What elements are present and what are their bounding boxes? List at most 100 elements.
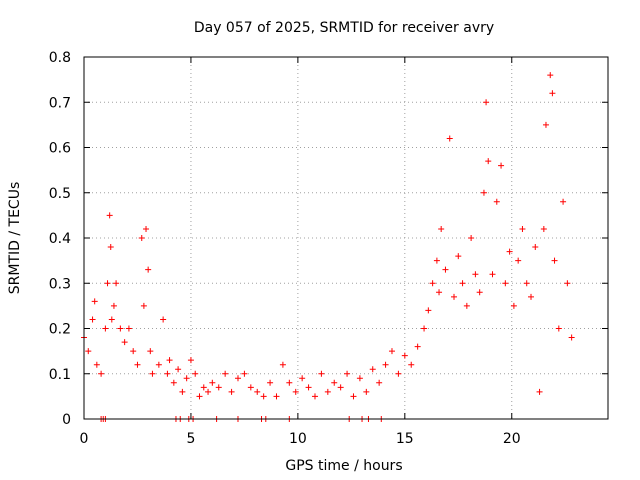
data-point bbox=[324, 388, 331, 395]
data-point bbox=[395, 370, 402, 377]
data-point bbox=[104, 280, 111, 287]
x-tick-label: 5 bbox=[186, 431, 195, 447]
data-point bbox=[442, 266, 449, 273]
data-point bbox=[483, 99, 490, 106]
data-point bbox=[183, 375, 190, 382]
data-point bbox=[299, 375, 306, 382]
data-point bbox=[429, 280, 436, 287]
data-point bbox=[388, 348, 395, 355]
data-point bbox=[286, 379, 293, 386]
data-point bbox=[166, 357, 173, 364]
data-point bbox=[414, 343, 421, 350]
data-point bbox=[138, 235, 145, 241]
data-point bbox=[155, 361, 162, 368]
y-tick-label: 0.7 bbox=[49, 95, 71, 111]
data-point bbox=[560, 198, 567, 205]
data-point bbox=[519, 225, 526, 232]
data-point bbox=[209, 379, 216, 386]
x-axis-label: GPS time / hours bbox=[285, 458, 402, 474]
x-tick-label: 15 bbox=[396, 431, 414, 447]
data-point bbox=[547, 72, 554, 79]
data-point bbox=[192, 370, 199, 377]
data-point bbox=[523, 280, 530, 287]
data-point bbox=[170, 379, 177, 386]
data-point bbox=[506, 248, 513, 255]
y-tick-label: 0.2 bbox=[49, 322, 71, 338]
data-point bbox=[85, 348, 92, 355]
data-point bbox=[205, 388, 212, 395]
data-point bbox=[408, 361, 415, 368]
data-point bbox=[241, 370, 248, 377]
data-point bbox=[438, 225, 445, 232]
data-point bbox=[468, 235, 475, 241]
data-point bbox=[102, 325, 109, 332]
data-point bbox=[528, 293, 535, 300]
data-point bbox=[234, 375, 241, 382]
data-point bbox=[110, 302, 117, 309]
data-point bbox=[337, 384, 344, 391]
x-tick-label: 20 bbox=[503, 431, 521, 447]
data-point bbox=[260, 393, 267, 400]
y-axis-label: SRMTID / TECUs bbox=[7, 182, 23, 295]
data-point bbox=[147, 348, 154, 355]
data-point bbox=[472, 271, 479, 278]
data-point bbox=[107, 244, 114, 251]
y-tick-label: 0.8 bbox=[49, 50, 71, 66]
data-point bbox=[305, 384, 312, 391]
data-point bbox=[369, 366, 376, 373]
data-point bbox=[331, 379, 338, 386]
data-point bbox=[459, 280, 466, 287]
data-point bbox=[160, 316, 167, 323]
data-points bbox=[81, 72, 575, 422]
y-tick-label: 0.4 bbox=[49, 231, 71, 247]
data-point bbox=[164, 370, 171, 377]
data-point bbox=[532, 244, 539, 251]
data-point bbox=[536, 388, 543, 395]
data-point bbox=[568, 334, 575, 341]
data-point bbox=[273, 393, 280, 400]
data-point bbox=[134, 361, 141, 368]
data-point bbox=[196, 393, 203, 400]
data-point bbox=[551, 257, 558, 264]
data-point bbox=[476, 289, 483, 296]
data-point bbox=[143, 225, 150, 232]
data-point bbox=[433, 257, 440, 264]
data-point bbox=[292, 388, 299, 395]
data-point bbox=[91, 298, 98, 305]
grid-lines bbox=[84, 57, 608, 419]
data-point bbox=[279, 361, 286, 368]
y-tick-label: 0.6 bbox=[49, 141, 71, 157]
y-tick-label: 0.1 bbox=[49, 367, 71, 383]
data-point bbox=[108, 316, 115, 323]
data-point bbox=[401, 352, 408, 359]
data-point bbox=[463, 302, 470, 309]
data-point bbox=[480, 189, 487, 196]
data-point bbox=[564, 280, 571, 287]
data-point bbox=[451, 293, 458, 300]
data-point bbox=[540, 225, 547, 232]
data-point bbox=[344, 370, 351, 377]
data-point bbox=[113, 280, 120, 287]
data-point bbox=[502, 280, 509, 287]
data-point bbox=[145, 266, 152, 273]
data-point bbox=[247, 384, 254, 391]
data-point bbox=[140, 302, 147, 309]
data-point bbox=[498, 162, 505, 169]
plot-frame bbox=[83, 56, 609, 420]
data-point bbox=[311, 393, 318, 400]
data-point bbox=[228, 388, 235, 395]
x-tick-label: 10 bbox=[289, 431, 307, 447]
data-point bbox=[363, 388, 370, 395]
data-point bbox=[549, 90, 556, 97]
data-point bbox=[436, 289, 443, 296]
y-tick-label: 0.3 bbox=[49, 276, 71, 292]
data-point bbox=[200, 384, 207, 391]
data-point bbox=[489, 271, 496, 278]
data-point bbox=[149, 370, 156, 377]
x-tick-label: 0 bbox=[80, 431, 89, 447]
data-point bbox=[121, 339, 128, 346]
data-point bbox=[215, 384, 222, 391]
data-point bbox=[187, 357, 194, 364]
data-point bbox=[254, 388, 261, 395]
